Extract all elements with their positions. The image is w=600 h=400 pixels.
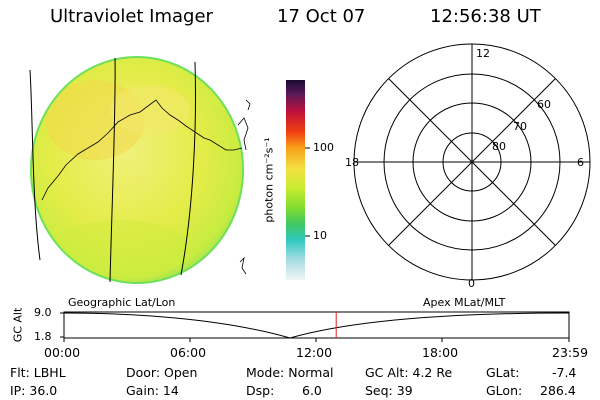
- polar-diagonal: [388, 78, 556, 246]
- coastline: [41, 99, 243, 201]
- mlt-label-6: 6: [577, 156, 584, 169]
- glat-value: -7.4: [552, 365, 577, 380]
- altitude-xtick: 23:59: [552, 345, 589, 360]
- altitude-plot: [60, 311, 570, 342]
- earth-disk-image: [29, 56, 251, 284]
- disk-edge: [30, 56, 244, 284]
- altitude-xtick: 06:00: [170, 345, 207, 360]
- meridian-line: [180, 61, 196, 276]
- lat-label-70: 70: [513, 120, 527, 133]
- dsp-label: Dsp:: [246, 383, 275, 398]
- polar-grid: [353, 43, 591, 281]
- altitude-xtick: 12:00: [296, 345, 333, 360]
- altitude-xtick: 18:00: [422, 345, 459, 360]
- glon-value: 286.4: [540, 383, 576, 398]
- colorbar-unit-label: photon cm⁻²s⁻¹: [262, 137, 276, 223]
- mlt-label-0: 0: [468, 277, 475, 290]
- meridian-line: [29, 69, 41, 261]
- gc-alt-info: GC Alt: 4.2 Re: [365, 365, 453, 380]
- altitude-ytick: 1.8: [34, 330, 52, 343]
- lat-label-80: 80: [492, 140, 506, 153]
- dsp-value: 6.0: [302, 383, 322, 398]
- date-label: 17 Oct 07: [277, 6, 366, 27]
- altitude-ytick: 9.0: [34, 306, 52, 319]
- mode-info: Mode: Normal: [246, 365, 334, 380]
- glat-label: GLat:: [486, 365, 520, 380]
- geographic-label: Geographic Lat/Lon: [68, 296, 176, 309]
- ip-info: IP: 36.0: [10, 383, 58, 398]
- meridian-line: [109, 57, 116, 283]
- seq-info: Seq: 39: [365, 383, 413, 398]
- altitude-frame: [63, 311, 570, 339]
- apex-label: Apex MLat/MLT: [423, 296, 506, 309]
- colorbar: [286, 80, 305, 280]
- glon-label: GLon:: [486, 383, 523, 398]
- altitude-curve: [63, 312, 570, 339]
- mlt-label-12: 12: [476, 47, 490, 60]
- lat-label-60: 60: [537, 98, 551, 111]
- door-info: Door: Open: [126, 365, 198, 380]
- colorbar-tick-10: 10: [313, 229, 327, 242]
- instrument-title: Ultraviolet Imager: [50, 6, 213, 27]
- mlt-label-18: 18: [345, 156, 359, 169]
- altitude-xtick: 00:00: [44, 345, 81, 360]
- time-label: 12:56:38 UT: [430, 6, 541, 27]
- filter-info: Flt: LBHL: [10, 365, 66, 380]
- gain-info: Gain: 14: [126, 383, 179, 398]
- colorbar-tick-100: 100: [313, 141, 334, 154]
- altitude-ylabel: GC Alt: [11, 307, 25, 343]
